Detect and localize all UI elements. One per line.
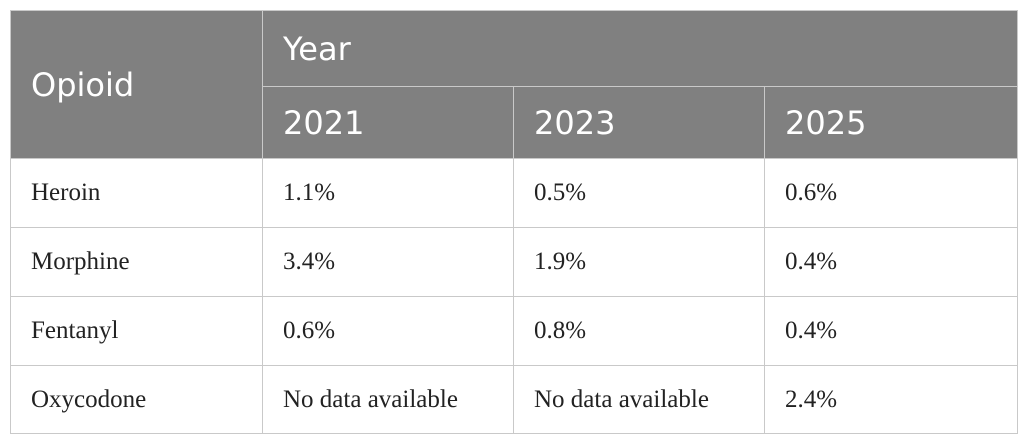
opioid-table-container: Opioid Year 2021 2023 2025 Heroin 1.1% 0… [10, 10, 1019, 434]
table-row: Fentanyl 0.6% 0.8% 0.4% [10, 296, 1019, 366]
opioid-name: Morphine [10, 227, 263, 297]
table-cell: 3.4% [262, 227, 514, 297]
table-cell: No data available [513, 365, 765, 434]
header-year: Year [261, 10, 1019, 87]
table-cell: 2.4% [763, 365, 1019, 434]
table-cell: 0.5% [513, 158, 765, 228]
opioid-name: Oxycodone [10, 365, 263, 434]
table-cell: 0.4% [763, 296, 1019, 366]
opioid-name: Heroin [10, 158, 263, 228]
table-row: Morphine 3.4% 1.9% 0.4% [10, 227, 1019, 297]
header-year-2021: 2021 [262, 86, 514, 159]
table-row: Oxycodone No data available No data avai… [10, 365, 1019, 434]
header-row-years: 2021 2023 2025 [11, 86, 1019, 159]
table-cell: 0.6% [262, 296, 514, 366]
table-cell: 0.6% [763, 158, 1019, 228]
header-row-top: Opioid Year [10, 10, 1019, 159]
opioid-name: Fentanyl [10, 296, 263, 366]
table-cell: 0.8% [513, 296, 765, 366]
table-cell: 1.9% [513, 227, 765, 297]
header-opioid: Opioid [10, 10, 263, 159]
header-year-2023: 2023 [513, 86, 765, 159]
table-cell: 0.4% [763, 227, 1019, 297]
table-cell: No data available [262, 365, 514, 434]
table-row: Heroin 1.1% 0.5% 0.6% [10, 158, 1019, 228]
table-cell: 1.1% [262, 158, 514, 228]
opioid-table: Opioid Year 2021 2023 2025 Heroin 1.1% 0… [10, 10, 1019, 434]
header-year-2025: 2025 [763, 86, 1019, 159]
